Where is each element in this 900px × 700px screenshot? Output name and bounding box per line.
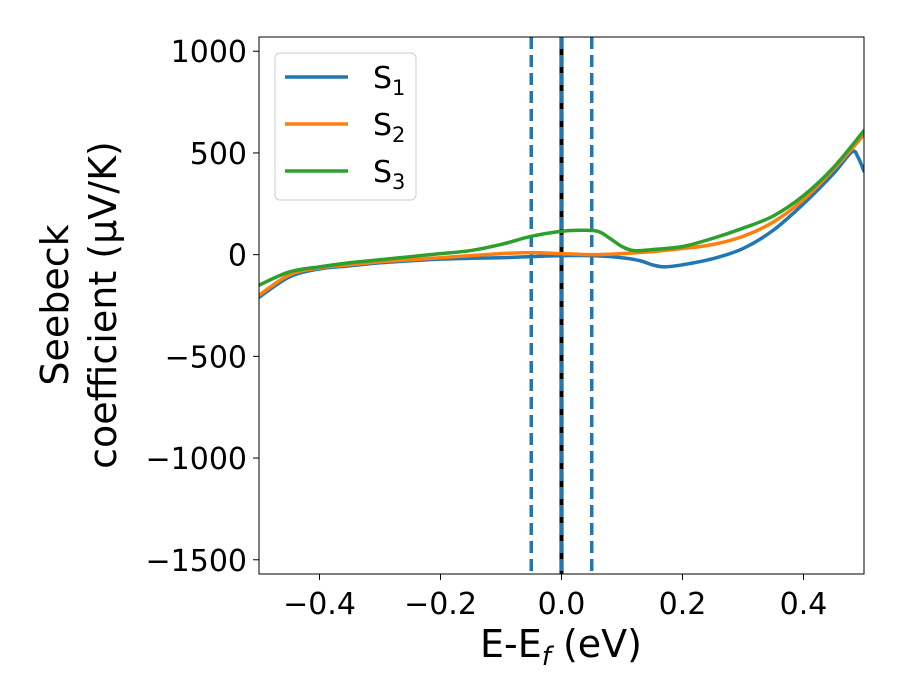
x-tick-label: 0.4 <box>780 587 828 622</box>
legend: S1 S2 S3 <box>274 52 417 201</box>
x-tick-label: 0.2 <box>659 587 707 622</box>
series-lines <box>259 128 864 300</box>
x-tick-label: −0.4 <box>283 587 356 622</box>
y-axis-label-line1: Seebeck <box>33 224 77 385</box>
legend-label-s1: S1 <box>373 61 405 100</box>
plot-area <box>259 37 864 574</box>
series-line-s3 <box>259 128 864 287</box>
legend-box <box>274 52 417 201</box>
y-tick-label: 0 <box>228 239 247 274</box>
legend-label-s3: S3 <box>373 155 405 194</box>
y-tick-label: −1500 <box>146 544 247 579</box>
series-line-s2 <box>259 132 864 298</box>
y-tick-label: −1000 <box>146 442 247 477</box>
x-axis-label: E-Ef (eV) <box>480 622 642 672</box>
y-tick-label: 1000 <box>171 35 247 70</box>
x-axis-label-unit: (eV) <box>551 622 642 666</box>
x-tick-label: 0.0 <box>538 587 586 622</box>
x-axis-ticks: −0.4 −0.2 0.0 0.2 0.4 <box>283 574 827 622</box>
y-tick-label: −500 <box>165 340 247 375</box>
y-axis-ticks: −1500 −1000 −500 0 500 1000 <box>146 35 259 579</box>
vertical-reference-lines <box>529 37 594 574</box>
y-tick-label: 500 <box>190 137 247 172</box>
legend-label-s2: S2 <box>373 108 405 147</box>
y-axis-label-line2: coefficient (μV/K) <box>81 141 125 469</box>
x-tick-label: −0.2 <box>404 587 477 622</box>
